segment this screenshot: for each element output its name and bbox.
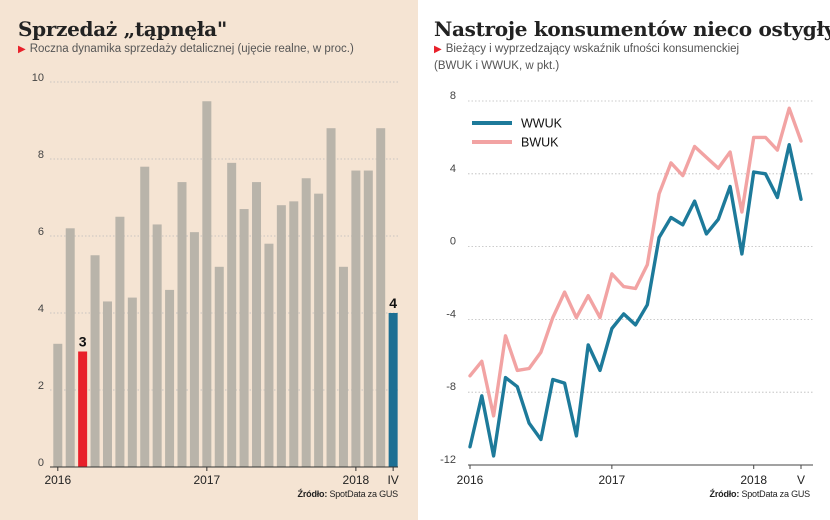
bar [65,228,75,467]
consumer-sentiment-title: Nastroje konsumentów nieco ostygły [434,17,830,41]
bar [289,201,299,467]
bar [78,351,88,467]
bar [214,266,224,467]
line-x-tick-label: 2016 [457,473,484,487]
bar-data-label: 3 [79,334,87,350]
bar [351,170,361,468]
line-y-tick-label: 8 [450,90,456,102]
line-x-tick-label: V [797,473,805,487]
bar [388,313,398,467]
line-x-tick-label: 2018 [740,473,767,487]
line-y-tick-label: -8 [446,381,456,393]
bar [326,128,336,467]
line-y-tick-label: -4 [446,308,456,320]
bar-y-tick-label: 4 [38,303,44,315]
bar [314,193,324,467]
consumer-sentiment-subtitle-line2: (BWUK i WWUK, w pkt.) [434,60,560,72]
legend-label-bwuk: BWUK [521,136,559,150]
legend-label-wwuk: WWUK [521,117,563,131]
line-x-tick-label: 2017 [599,473,626,487]
retail-sales-panel: Sprzedaż „tąpnęła" ▶ Roczna dynamika sprz… [0,0,418,520]
line-chart: -12 -8 -4 0 4 8 2016 2017 2018 V WWUK BWUK [440,90,813,487]
line-series-wwuk [468,142,803,458]
consumer-sentiment-source: Źródło: SpotData za GUS [709,489,811,499]
bar-y-tick-label: 0 [38,457,44,469]
bar-y-tick-label: 2 [38,380,44,392]
bar [177,182,187,467]
bar [264,243,274,467]
bar [140,166,150,467]
consumer-sentiment-subtitle-line1: Bieżący i wyprzedzający wskaźnik ufności… [445,43,740,55]
retail-sales-source: Źródło: SpotData za GUS [297,489,399,499]
red-triangle-icon: ▶ [434,44,442,55]
retail-sales-title: Sprzedaż „tąpnęła" [18,17,227,41]
bar-x-tick-label: 2016 [44,473,71,487]
bar-data-label: 4 [389,295,397,311]
bar [90,255,100,467]
retail-sales-subtitle: ▶ Roczna dynamika sprzedaży detalicznej (… [18,41,354,58]
bar-y-tick-label: 6 [38,226,44,238]
bar [127,297,137,467]
consumer-sentiment-panel: Nastroje konsumentów nieco ostygły ▶ Bież… [418,0,830,520]
bar [363,170,373,468]
line-y-tick-label: 0 [450,236,456,248]
bar [227,162,237,467]
bar-y-tick-label: 10 [32,72,44,84]
line-y-tick-label: 4 [450,163,456,175]
consumer-sentiment-subtitle: ▶ Bieżący i wyprzedzający wskaźnik ufnośc… [434,41,739,74]
bar [252,182,262,467]
bar [53,343,63,467]
retail-sales-subtitle-text: Roczna dynamika sprzedaży detalicznej (u… [29,43,354,55]
bar [301,178,311,467]
bar [202,101,212,467]
bar-y-tick-label: 8 [38,149,44,161]
bar [152,224,162,467]
bar-chart: 0 2 4 6 8 10 3 4 2016 2017 2018 IV [32,72,399,487]
red-triangle-icon: ▶ [18,44,26,55]
line-y-tick-label: -12 [440,454,456,466]
bar [115,216,125,467]
bar [189,232,199,467]
bar-x-tick-label: 2018 [343,473,370,487]
bar [276,205,286,467]
bar [376,128,386,467]
bar [165,289,175,467]
bar [338,266,348,467]
line-series-bwuk [468,106,803,418]
bar [102,301,112,467]
bar-x-tick-label: IV [387,473,398,487]
bar-x-tick-label: 2017 [193,473,220,487]
bar [239,209,249,468]
